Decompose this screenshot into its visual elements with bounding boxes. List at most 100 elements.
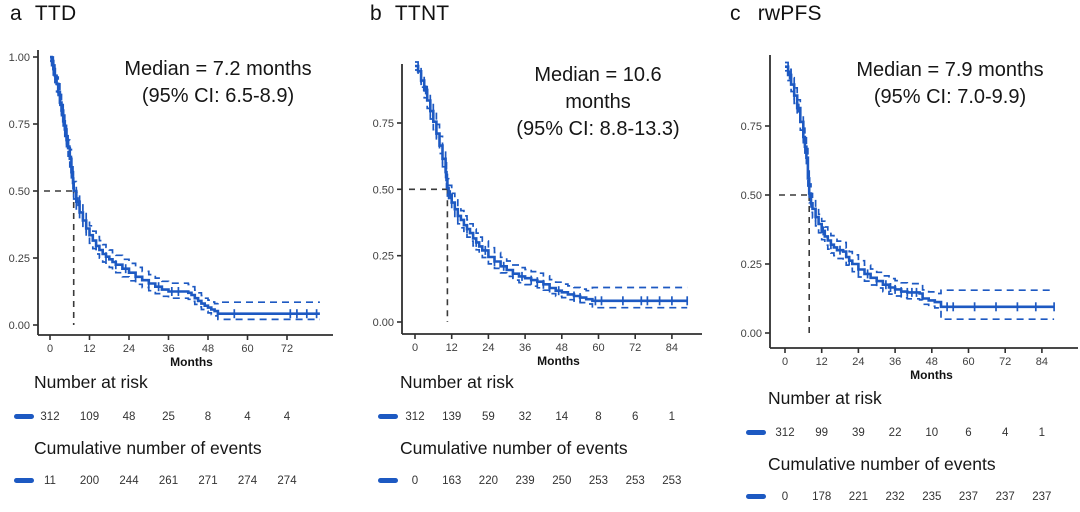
- panel-title: TTNT: [394, 2, 450, 25]
- event-value: 274: [237, 475, 258, 487]
- x-tick-label: 12: [446, 342, 458, 354]
- number-at-risk-heading: Number at risk: [400, 372, 514, 392]
- ci-upper-band: [50, 56, 320, 305]
- y-tick-label: 0.75: [741, 121, 762, 133]
- panel-label: b: [370, 2, 382, 25]
- x-tick-label: 60: [962, 356, 974, 368]
- group-legend-dash: [746, 430, 766, 435]
- median-line: months: [565, 91, 631, 113]
- risk-value: 10: [925, 427, 939, 439]
- risk-value: 39: [851, 427, 865, 439]
- panel-title: rwPFS: [757, 2, 822, 25]
- survival-curve: [50, 55, 320, 315]
- x-tick-label: 24: [482, 342, 494, 354]
- event-value: 271: [198, 475, 218, 487]
- group-legend-dash: [14, 478, 34, 483]
- y-tick-label: 0.50: [9, 186, 30, 198]
- group-legend-dash: [378, 414, 398, 419]
- event-value: 253: [625, 475, 645, 487]
- panel-c-rwpfs: c rwPFS 0.00 0.25 0.50 0.75 0 12 24 36 48 60 72 84 Mo…: [720, 0, 1080, 512]
- risk-value: 109: [79, 411, 100, 423]
- event-value: 261: [158, 475, 179, 487]
- y-tick-label: 0.50: [741, 190, 762, 202]
- event-value: 274: [277, 475, 297, 487]
- panel-heading: b TTNT: [370, 2, 449, 26]
- x-tick-label: 48: [202, 343, 214, 355]
- number-at-risk-heading: Number at risk: [34, 372, 148, 392]
- risk-value: 312: [40, 411, 60, 423]
- event-value: 235: [922, 491, 942, 503]
- x-tick-label: 0: [47, 343, 53, 355]
- risk-value: 99: [815, 427, 829, 439]
- y-tick-label: 0.25: [741, 259, 762, 271]
- event-value: 11: [44, 475, 56, 487]
- group-legend-dash: [378, 478, 398, 483]
- event-value: 220: [478, 475, 498, 487]
- group-legend-dash: [746, 494, 766, 499]
- x-tick-label: 36: [162, 343, 174, 355]
- risk-value: 1: [1038, 427, 1046, 439]
- event-value: 163: [442, 475, 462, 487]
- x-tick-label: 48: [926, 356, 938, 368]
- panel-title: TTD: [34, 2, 77, 25]
- ci-line: (95% CI: 7.0-9.9): [873, 86, 1027, 108]
- cumulative-events-heading: Cumulative number of events: [768, 454, 996, 474]
- x-tick-label: 12: [816, 356, 828, 368]
- x-tick-label: 60: [241, 343, 253, 355]
- y-tick-label: 0.75: [373, 118, 394, 130]
- y-tick-label: 0.00: [373, 317, 394, 329]
- median-line: Median = 7.9 months: [856, 59, 1044, 81]
- km-plot: 0.00 0.25 0.50 0.75 1.00 0 12 24 36 48 60 72 Months: [9, 50, 333, 369]
- x-tick-label: 0: [782, 356, 788, 368]
- x-tick-label: 24: [852, 356, 864, 368]
- x-axis-title: Months: [170, 355, 213, 369]
- risk-value: 48: [122, 411, 136, 423]
- ci-line: (95% CI: 6.5-8.9): [141, 85, 295, 107]
- risk-values-row: 312 139 59 32 14 8 6 1: [360, 408, 720, 426]
- risk-value: 4: [283, 411, 291, 423]
- event-value: 200: [79, 475, 100, 487]
- risk-value: 14: [555, 411, 569, 423]
- event-value: 0: [781, 491, 789, 503]
- event-value: 237: [958, 491, 979, 503]
- y-tick-label: 0.50: [373, 184, 394, 196]
- risk-value: 25: [162, 411, 175, 423]
- panel-heading: a TTD: [10, 2, 76, 26]
- risk-value: 6: [631, 411, 639, 423]
- number-at-risk-heading: Number at risk: [768, 388, 882, 408]
- ci-line: (95% CI: 8.8-13.3): [516, 118, 680, 140]
- ci-lower-band: [50, 60, 320, 321]
- survival-curve: [785, 65, 1055, 309]
- event-value: 253: [662, 475, 682, 487]
- km-plot: 0.00 0.25 0.50 0.75 0 12 24 36 48 60 72 84 Months: [741, 55, 1078, 382]
- event-value: 250: [552, 475, 572, 487]
- median-annotation: Median = 10.6 months (95% CI: 8.8-13.3): [453, 62, 743, 143]
- group-legend-dash: [14, 414, 34, 419]
- risk-values-row: 312 99 39 22 10 6 4 1: [720, 424, 1080, 442]
- x-tick-label: 72: [999, 356, 1011, 368]
- median-line: Median = 7.2 months: [124, 58, 312, 80]
- risk-values-row: 312 109 48 25 8 4 4: [0, 408, 360, 426]
- event-value: 232: [885, 491, 905, 503]
- risk-value: 22: [888, 427, 902, 439]
- x-tick-label: 48: [556, 342, 568, 354]
- risk-value: 59: [481, 411, 495, 423]
- km-plot: 0.00 0.25 0.50 0.75 0 12 24 36 48 60 72 84 Months: [373, 61, 702, 368]
- ci-lower-band: [415, 69, 688, 309]
- event-value: 237: [1032, 491, 1052, 503]
- y-tick-label: 0.00: [741, 328, 762, 340]
- y-tick-label: 0.25: [373, 251, 394, 263]
- y-tick-label: 0.00: [9, 320, 30, 332]
- cumulative-events-heading: Cumulative number of events: [34, 438, 262, 458]
- event-value: 239: [515, 475, 535, 487]
- risk-value: 8: [204, 411, 212, 423]
- x-tick-label: 72: [281, 343, 293, 355]
- y-tick-label: 0.25: [9, 253, 30, 265]
- risk-value: 312: [775, 427, 795, 439]
- event-value: 0: [411, 475, 419, 487]
- median-annotation: Median = 7.2 months (95% CI: 6.5-8.9): [73, 56, 363, 110]
- median-line: Median = 10.6: [534, 64, 662, 86]
- x-tick-label: 24: [123, 343, 135, 355]
- risk-value: 6: [965, 427, 972, 439]
